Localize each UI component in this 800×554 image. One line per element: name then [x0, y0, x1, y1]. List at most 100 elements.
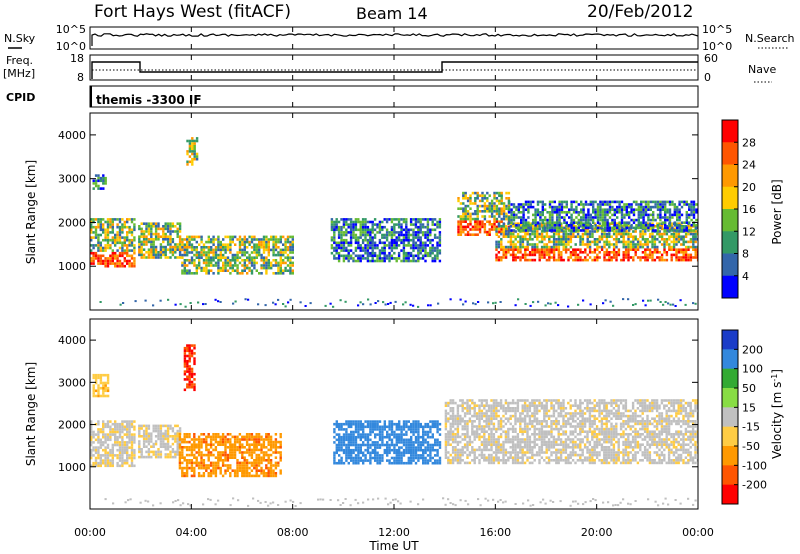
velocity-cell: [383, 448, 386, 452]
power-cell: [620, 240, 623, 244]
power-cell: [421, 225, 425, 229]
power-cell: [528, 243, 532, 246]
velocity-cell: [106, 420, 110, 423]
power-cell: [388, 254, 391, 258]
velocity-cell: [250, 438, 254, 441]
power-cell: [557, 258, 561, 262]
velocity-cell: [197, 440, 201, 444]
power-cell: [627, 256, 630, 259]
velocity-cell: [157, 450, 160, 454]
power-cell: [342, 249, 346, 252]
power-cell: [594, 208, 597, 211]
velocity-cell: [340, 435, 343, 439]
power-cell: [548, 238, 551, 241]
velocity-cell: [104, 448, 107, 452]
power-cell: [594, 226, 597, 230]
power-cell: [560, 243, 563, 246]
power-cell: [576, 253, 580, 257]
velocity-cell: [245, 472, 249, 475]
power-cell: [490, 212, 494, 216]
velocity-cell: [188, 461, 191, 465]
power-cell: [436, 225, 439, 229]
power-cell: [505, 204, 508, 208]
velocity-cell: [138, 427, 141, 430]
power-cell: [424, 236, 427, 239]
power-cell: [121, 225, 124, 229]
power-cell: [545, 232, 549, 236]
velocity-cell: [185, 469, 189, 472]
power-cell: [622, 243, 625, 246]
velocity-cell: [193, 435, 196, 439]
power-cell: [556, 208, 559, 211]
power-cell: [116, 259, 119, 263]
power-cell: [222, 243, 225, 246]
power-cell: [648, 240, 652, 244]
power-cell: [277, 246, 280, 249]
power-cell: [246, 259, 249, 262]
power-cell: [361, 223, 365, 226]
power-cell: [666, 229, 669, 232]
power-cell: [190, 235, 194, 239]
power-cell: [123, 264, 126, 268]
velocity-cell: [188, 344, 191, 347]
power-cell: [342, 238, 346, 242]
power-cell: [253, 246, 256, 249]
velocity-cell: [226, 459, 230, 462]
power-cell: [648, 227, 652, 231]
power-cell: [279, 259, 282, 262]
power-cell: [265, 243, 268, 246]
power-cell: [670, 245, 673, 249]
power-cell: [589, 200, 592, 204]
power-cell: [205, 253, 208, 257]
power-cell: [512, 203, 516, 206]
power-cell: [286, 235, 290, 239]
power-cell: [671, 213, 674, 217]
velocity-cell: [140, 427, 143, 430]
velocity-cell: [200, 474, 203, 478]
power-cell: [133, 251, 136, 255]
power-cell: [212, 259, 215, 262]
power-cell: [574, 248, 577, 251]
power-cell: [502, 227, 505, 231]
power-cell: [680, 226, 684, 230]
velocity-cell: [350, 456, 353, 460]
power-cell: [262, 246, 266, 249]
power-cell: [431, 259, 434, 263]
power-cell: [150, 232, 153, 236]
velocity-cell: [186, 354, 189, 358]
velocity-cell: [123, 461, 126, 465]
power-cell: [632, 256, 635, 259]
power-cell: [649, 208, 652, 211]
velocity-cell: [342, 441, 346, 444]
power-ground-cell: [684, 303, 687, 306]
power-cell: [481, 199, 484, 203]
velocity-cell: [188, 446, 191, 449]
power-cell: [522, 213, 525, 217]
velocity-cell: [121, 430, 124, 434]
power-cell: [517, 216, 520, 219]
velocity-cell: [257, 443, 261, 446]
velocity-cell: [207, 464, 210, 467]
power-cell: [543, 251, 546, 254]
power-cell: [504, 227, 508, 231]
power-cell: [648, 232, 652, 236]
power-cell: [337, 254, 341, 258]
velocity-cell: [193, 344, 196, 347]
power-cell: [282, 235, 285, 239]
power-cell: [102, 174, 105, 177]
velocity-cell: [376, 459, 379, 462]
power-cell: [138, 248, 141, 251]
velocity-cell: [193, 469, 196, 472]
power-cell: [548, 253, 551, 257]
power-ground-cell: [159, 299, 162, 302]
power-cell: [419, 228, 422, 232]
power-cell: [551, 200, 554, 204]
power-cell: [591, 235, 594, 238]
power-ground-cell: [549, 302, 552, 305]
power-cell: [224, 251, 227, 254]
velocity-cell: [97, 454, 100, 457]
power-cell: [400, 225, 403, 229]
power-cell: [553, 205, 556, 209]
velocity-cell: [238, 451, 242, 454]
power-cell: [284, 246, 287, 249]
